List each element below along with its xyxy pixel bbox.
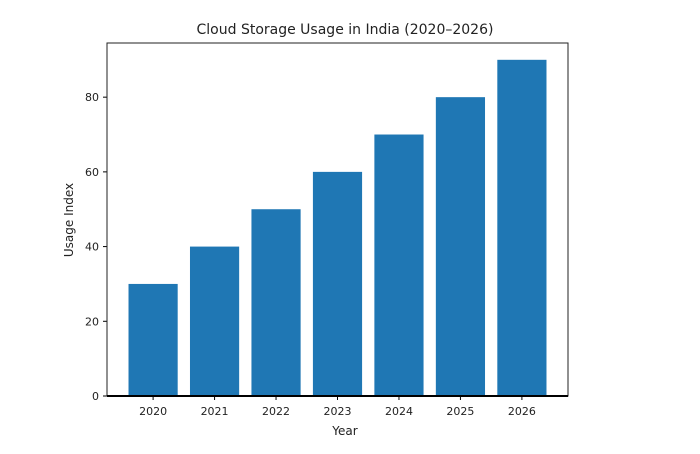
x-axis-label: Year bbox=[331, 424, 357, 438]
x-tick-label: 2023 bbox=[324, 405, 352, 418]
x-tick-label: 2025 bbox=[446, 405, 474, 418]
x-tick-label: 2024 bbox=[385, 405, 413, 418]
bar-2026 bbox=[497, 59, 547, 397]
bar-2020 bbox=[128, 283, 178, 396]
x-tick-label: 2021 bbox=[201, 405, 229, 418]
chart-title: Cloud Storage Usage in India (2020–2026) bbox=[197, 22, 494, 38]
y-tick-label: 60 bbox=[85, 166, 99, 179]
bar-2023 bbox=[312, 171, 363, 396]
bar-2021 bbox=[189, 246, 240, 396]
bar-2024 bbox=[374, 134, 424, 396]
x-tick-label: 2020 bbox=[139, 405, 167, 418]
y-tick-label: 20 bbox=[85, 315, 99, 328]
bar-2025 bbox=[435, 97, 486, 396]
bar-2022 bbox=[251, 209, 301, 396]
x-tick-label: 2022 bbox=[262, 405, 290, 418]
y-tick-label: 0 bbox=[92, 390, 99, 403]
y-axis-label: Usage Index bbox=[62, 183, 76, 257]
y-tick-label: 40 bbox=[85, 241, 99, 254]
x-tick-label: 2026 bbox=[508, 405, 536, 418]
y-tick-label: 80 bbox=[85, 91, 99, 104]
